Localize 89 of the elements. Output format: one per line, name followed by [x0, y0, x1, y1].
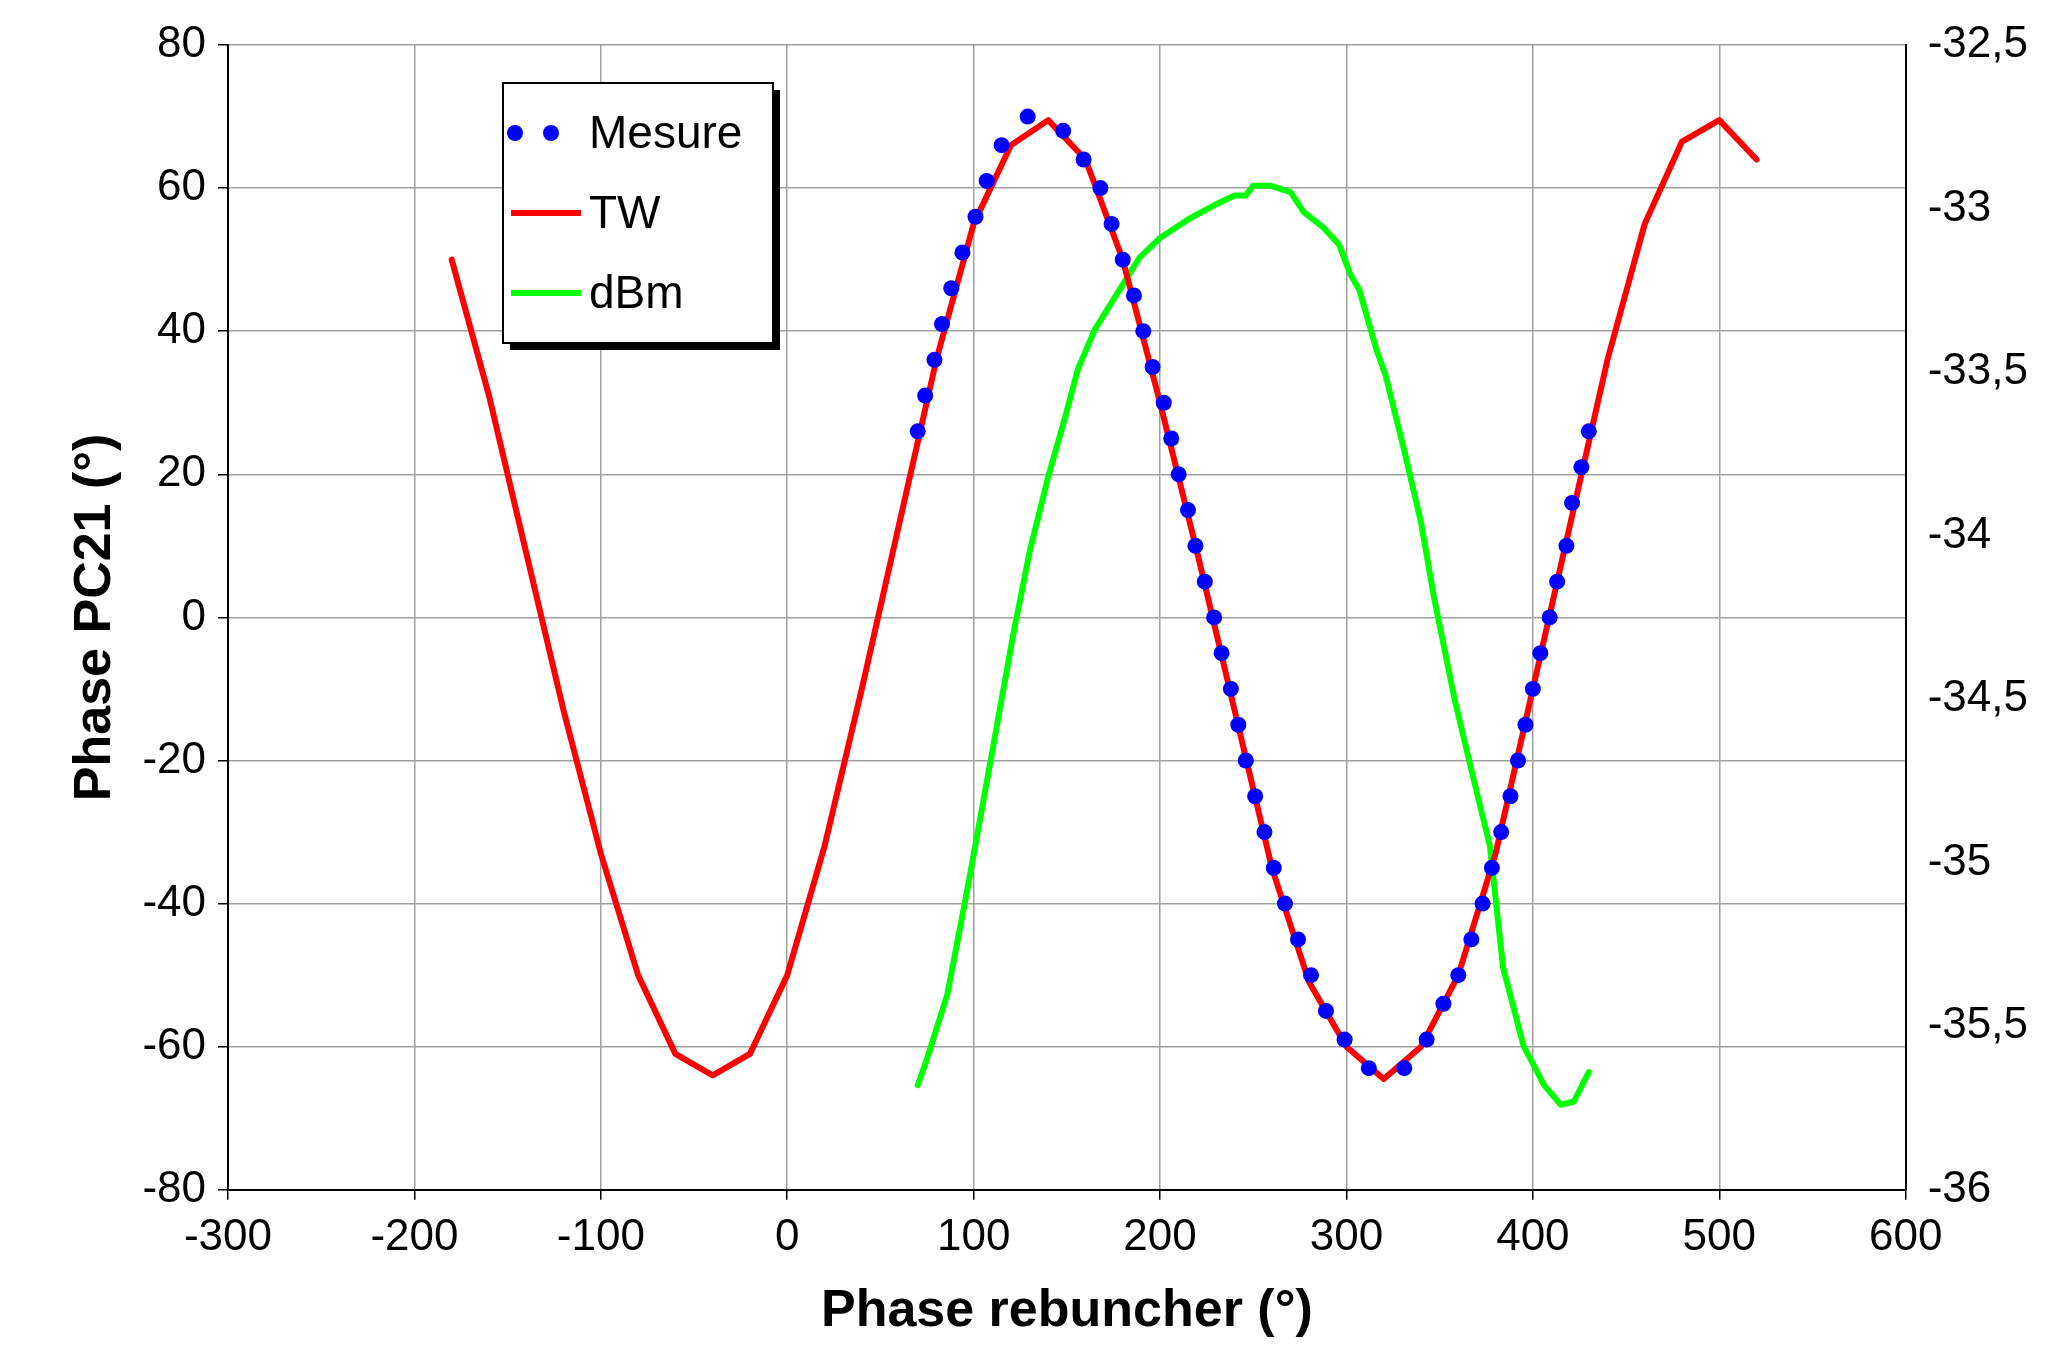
point [1450, 967, 1467, 984]
y2-tick-label: -33 [1927, 180, 1992, 230]
y2-tick-label: -35,5 [1927, 998, 2029, 1048]
x-tick-label: 300 [1309, 1210, 1384, 1260]
x-tick-label: 0 [774, 1210, 800, 1260]
point [1265, 859, 1282, 876]
y-axis-title: Phase PC21 (°) [62, 433, 121, 802]
x-tick-label: 100 [936, 1210, 1011, 1260]
point [1435, 995, 1452, 1012]
y2-tick-label: -36 [1927, 1161, 1992, 1211]
y-tick-label: 20 [157, 446, 206, 496]
x-tick-label: -200 [370, 1210, 459, 1260]
y-tick-label: 0 [181, 589, 206, 639]
point [1418, 1031, 1435, 1048]
y2-tick-label: -35 [1927, 834, 1992, 884]
y2-tick-label: -33,5 [1927, 344, 2029, 394]
point [1075, 151, 1092, 168]
point [1222, 680, 1239, 697]
point [1125, 287, 1142, 304]
legend-label: dBm [588, 265, 684, 318]
point [933, 316, 950, 333]
point [1135, 323, 1152, 340]
point [1144, 358, 1161, 375]
point [1114, 251, 1131, 268]
point [1303, 967, 1320, 984]
point [1196, 573, 1213, 590]
point [1396, 1060, 1413, 1077]
point [1532, 645, 1549, 662]
y-tick-label: 40 [157, 303, 206, 353]
point [1206, 609, 1223, 626]
point [926, 351, 943, 368]
point [1509, 752, 1526, 769]
point [1170, 466, 1187, 483]
point [1474, 895, 1491, 912]
point [909, 423, 926, 440]
y2-tick-label: -34 [1927, 507, 1992, 557]
point [993, 137, 1010, 154]
point [1524, 680, 1541, 697]
point [1276, 895, 1293, 912]
point [1517, 716, 1534, 733]
point [1549, 573, 1566, 590]
point [1230, 716, 1247, 733]
point [1573, 459, 1590, 476]
point [1317, 1002, 1334, 1019]
y-tick-label: 60 [157, 160, 206, 210]
point [1463, 931, 1480, 948]
point [1180, 502, 1197, 519]
point [1055, 122, 1072, 139]
point [1163, 430, 1180, 447]
x-tick-label: -300 [183, 1210, 273, 1260]
point [1564, 494, 1581, 511]
point [1541, 609, 1558, 626]
point [1103, 215, 1120, 232]
point [1247, 788, 1264, 805]
point [1237, 752, 1254, 769]
point [1558, 537, 1575, 554]
y2-tick-label: -34,5 [1927, 671, 2029, 721]
x-axis-title: Phase rebuncher (°) [820, 1279, 1313, 1338]
point [1493, 824, 1510, 841]
point [1502, 788, 1519, 805]
y2-tick-label: -32,5 [1927, 17, 2029, 67]
x-tick-label: 600 [1869, 1210, 1943, 1260]
point [943, 280, 960, 297]
y-tick-label: 80 [157, 17, 206, 67]
point [1019, 108, 1036, 125]
point [1360, 1060, 1377, 1077]
legend-label: TW [588, 185, 662, 238]
x-tick-label: 500 [1682, 1210, 1757, 1260]
point [1290, 931, 1306, 948]
point [967, 208, 984, 225]
point [917, 387, 934, 404]
point [1187, 537, 1204, 554]
point [1336, 1031, 1353, 1048]
legend-label: Mesure [588, 105, 743, 158]
point [954, 244, 971, 261]
point [1213, 645, 1230, 662]
x-tick-label: -100 [556, 1210, 645, 1260]
x-tick-label: 400 [1496, 1210, 1570, 1260]
x-tick-label: 200 [1123, 1210, 1197, 1260]
point [978, 172, 995, 189]
y-tick-label: -40 [142, 875, 206, 925]
point [1155, 394, 1172, 411]
y-tick-label: -60 [142, 1018, 206, 1068]
point [1256, 824, 1273, 841]
y-tick-label: -80 [142, 1161, 206, 1211]
y-tick-label: -20 [142, 732, 206, 782]
point [1580, 423, 1597, 440]
point [1092, 180, 1109, 197]
point [1483, 859, 1500, 876]
